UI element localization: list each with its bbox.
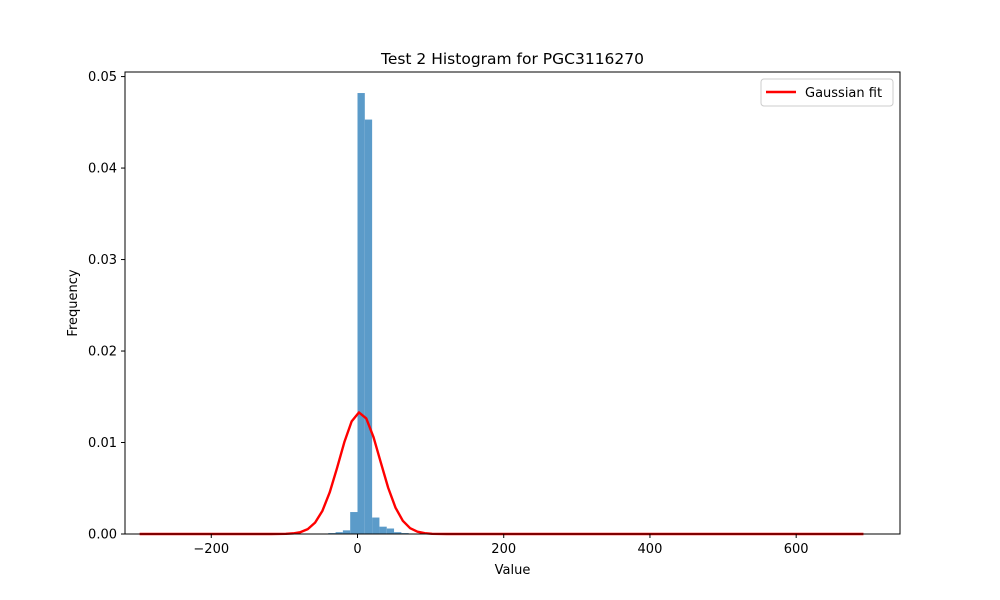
x-tick-label: 0 [353, 542, 361, 557]
histogram-bar-7 [350, 512, 358, 534]
chart-title: Test 2 Histogram for PGC3116270 [380, 50, 644, 68]
gaussian-fit-line [139, 411, 864, 536]
y-tick-label: 0.01 [88, 436, 117, 451]
legend-label-gaussian-fit: Gaussian fit [805, 86, 882, 101]
histogram-bar-13 [394, 532, 402, 534]
histogram-bars [299, 93, 409, 535]
plot-frame [124, 71, 901, 535]
legend: Gaussian fit [760, 78, 894, 107]
y-tick-label: 0.00 [88, 528, 117, 543]
x-axis-label: Value [495, 563, 531, 578]
y-tick-label: 0.03 [88, 253, 117, 268]
x-axis: −200 0 200 400 600 [193, 534, 809, 557]
y-axis: 0.00 0.01 0.02 0.03 0.04 0.05 [88, 70, 125, 543]
x-tick-label: −200 [193, 542, 229, 557]
x-tick-label: 400 [638, 542, 663, 557]
histogram-bar-10 [372, 517, 380, 534]
histogram-bar-11 [379, 526, 387, 534]
x-tick-label: 600 [784, 542, 809, 557]
histogram-bar-5 [335, 532, 343, 534]
histogram-bar-6 [342, 530, 351, 534]
y-tick-label: 0.05 [88, 70, 117, 85]
y-axis-label: Frequency [66, 269, 81, 336]
histogram-bar-8 [357, 93, 365, 534]
x-tick-label: 200 [491, 542, 516, 557]
legend-box [760, 78, 894, 107]
y-tick-label: 0.04 [88, 162, 117, 177]
y-tick-label: 0.02 [88, 345, 117, 360]
histogram-bar-9 [364, 119, 373, 535]
histogram-bar-12 [386, 528, 395, 534]
